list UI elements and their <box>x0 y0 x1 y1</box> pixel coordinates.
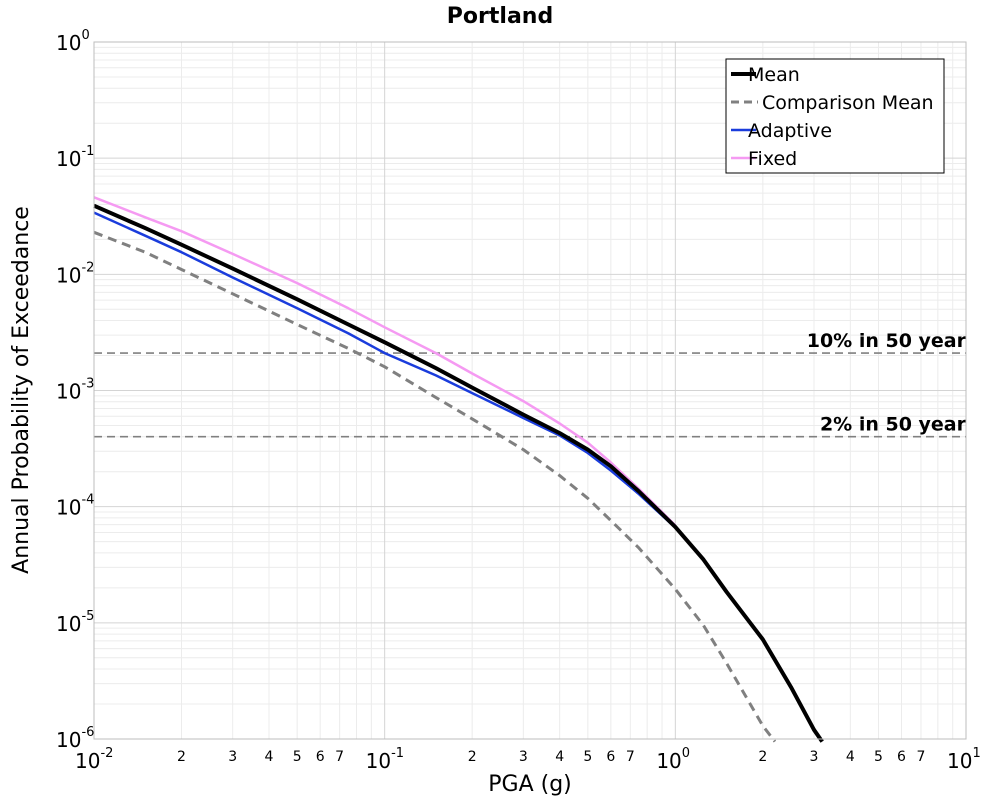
reference-line-label: 2% in 50 year <box>820 414 967 436</box>
x-minor-tick-label: 2 <box>468 749 477 765</box>
legend-label: Mean <box>748 64 800 86</box>
legend-label: Fixed <box>748 148 797 170</box>
plot-area-frame <box>93 41 967 740</box>
legend-label: Comparison Mean <box>762 92 934 114</box>
chart-title: Portland <box>447 4 553 29</box>
x-minor-tick-label: 4 <box>555 749 564 765</box>
x-minor-tick-label: 3 <box>519 749 528 765</box>
x-minor-tick-label: 4 <box>265 749 274 765</box>
x-minor-tick-label: 6 <box>606 749 615 765</box>
x-tick-label: 100 <box>656 746 690 773</box>
y-tick-label: 10-2 <box>56 260 94 287</box>
x-minor-tick-label: 5 <box>293 749 302 765</box>
x-minor-tick-label: 6 <box>316 749 325 765</box>
series-line-mean <box>93 203 824 743</box>
x-tick-label: 10-1 <box>366 746 404 773</box>
series-lines <box>93 196 824 743</box>
x-minor-tick-label: 3 <box>228 749 237 765</box>
y-tick-label: 10-3 <box>56 377 94 404</box>
x-minor-tick-label: 2 <box>758 749 767 765</box>
legend-label: Adaptive <box>748 120 832 142</box>
x-minor-tick-label: 7 <box>335 749 344 765</box>
x-minor-tick-label: 5 <box>874 749 883 765</box>
legend-box <box>725 58 945 174</box>
series-line-fixed <box>93 196 677 527</box>
x-tick-label: 10-2 <box>75 746 113 773</box>
series-line-comparison-mean <box>93 230 777 743</box>
x-axis-label: PGA (g) <box>488 772 572 797</box>
y-tick-label: 10-4 <box>56 493 94 520</box>
x-minor-tick-label: 5 <box>583 749 592 765</box>
x-minor-tick-label: 4 <box>846 749 855 765</box>
x-minor-tick-label: 6 <box>897 749 906 765</box>
series-line-adaptive <box>93 211 677 529</box>
y-tick-label: 10-6 <box>56 725 94 752</box>
x-tick-label: 101 <box>947 746 981 773</box>
y-tick-labels: 100 10-1 10-2 10-3 10-4 10-5 10-6 <box>56 28 94 752</box>
reference-line-label: 10% in 50 year <box>807 330 967 352</box>
x-minor-tick-label: 7 <box>917 749 926 765</box>
y-tick-label: 10-1 <box>56 144 94 171</box>
y-axis-label: Annual Probability of Exceedance <box>9 206 34 574</box>
x-minor-tick-label: 7 <box>626 749 635 765</box>
legend: Mean Comparison Mean Adaptive Fixed <box>725 58 945 174</box>
x-minor-tick-label: 2 <box>177 749 186 765</box>
y-tick-label: 10-5 <box>56 609 94 636</box>
reference-lines: 10% in 50 year 2% in 50 year <box>94 330 967 438</box>
x-minor-tick-label: 3 <box>810 749 819 765</box>
y-tick-label: 100 <box>56 28 90 55</box>
